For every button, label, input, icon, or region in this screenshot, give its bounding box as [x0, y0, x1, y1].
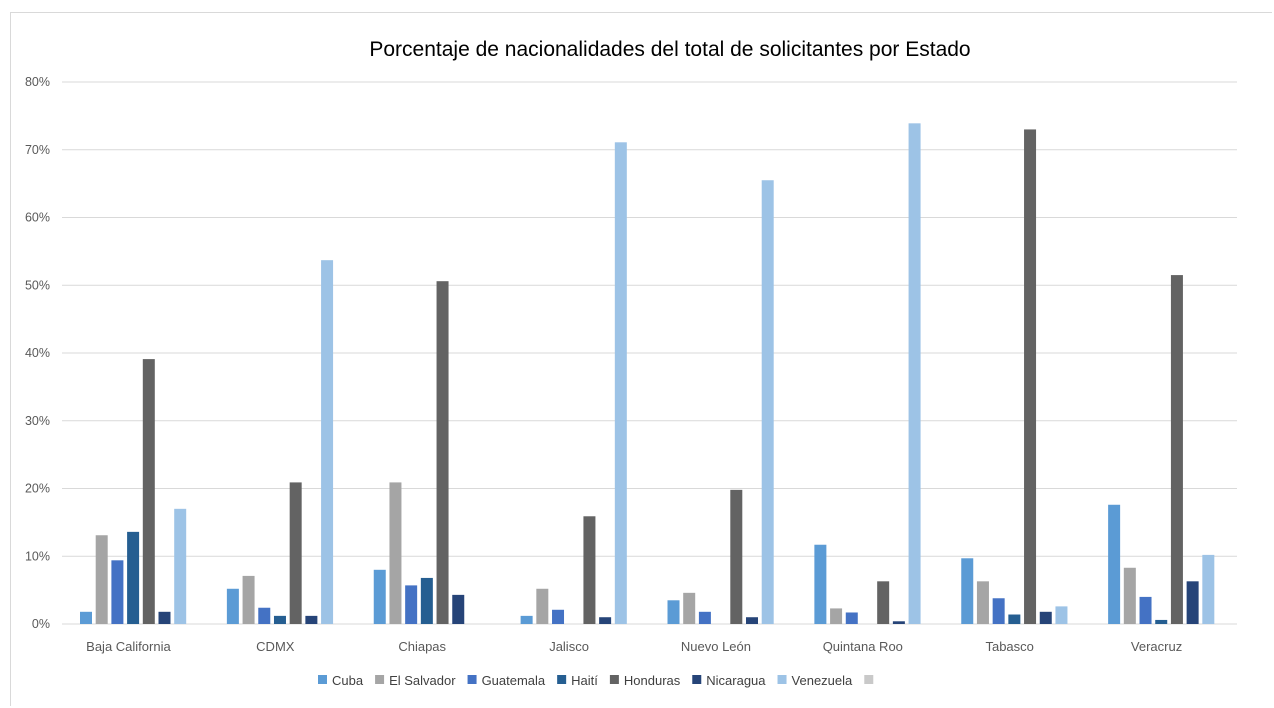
x-category-label: Nuevo León [681, 639, 751, 654]
legend-swatch [467, 675, 477, 684]
bar [583, 516, 596, 624]
bar [1170, 275, 1183, 624]
legend-swatch [864, 675, 874, 684]
bar [683, 592, 696, 624]
bars [80, 123, 1215, 625]
bar [373, 569, 386, 624]
bar [289, 482, 302, 624]
bar [305, 615, 318, 624]
bar [1108, 504, 1121, 624]
bar [80, 611, 92, 624]
bar [1139, 596, 1152, 624]
bar [1155, 619, 1168, 624]
bar [95, 535, 108, 624]
x-category-label: Chiapas [398, 639, 446, 654]
bar [1123, 567, 1136, 624]
bar [830, 608, 843, 624]
legend-label: Honduras [624, 673, 681, 688]
bar [1008, 614, 1021, 624]
y-tick-label: 10% [25, 549, 50, 563]
bar [273, 615, 286, 624]
y-tick-label: 0% [32, 617, 50, 631]
bar [127, 531, 140, 624]
legend-label: Venezuela [792, 673, 853, 688]
bar [730, 489, 743, 624]
bar [552, 609, 565, 624]
y-tick-label: 20% [25, 482, 50, 496]
bar [1055, 606, 1068, 624]
legend-swatch [609, 675, 619, 684]
bar [908, 123, 921, 624]
bar [892, 621, 905, 624]
bar [158, 611, 171, 624]
bar [111, 560, 124, 624]
bar [520, 615, 533, 624]
bar [242, 575, 255, 624]
x-axis-categories: Baja California CDMX Chiapas Jalisco Nuevo L… [86, 639, 1182, 654]
bar [599, 617, 612, 624]
legend-swatch [692, 675, 702, 684]
legend-label: El Salvador [389, 673, 456, 688]
legend-label: Guatemala [482, 673, 546, 688]
bar [761, 180, 774, 625]
y-axis-ticks: 0% 10% 20% 30% 40% 50% 60% 70% 80% [25, 75, 50, 631]
y-tick-label: 70% [25, 143, 50, 157]
legend-swatch [777, 675, 787, 684]
x-category-label: Baja California [86, 639, 171, 654]
y-tick-label: 30% [25, 414, 50, 428]
bar [174, 508, 187, 624]
chart-frame [10, 12, 1272, 706]
y-tick-label: 80% [25, 75, 50, 89]
bar [976, 581, 989, 624]
bar [321, 260, 334, 624]
bar [845, 612, 858, 624]
y-tick-label: 40% [25, 346, 50, 360]
bar [226, 588, 239, 624]
bar [698, 611, 711, 624]
y-tick-label: 50% [25, 278, 50, 292]
x-category-label: Quintana Roo [823, 639, 903, 654]
bar [420, 577, 433, 624]
grid-lines [62, 81, 1237, 625]
bar [1186, 581, 1199, 624]
bar [258, 607, 271, 624]
bar [452, 594, 465, 624]
x-category-label: CDMX [256, 639, 295, 654]
y-tick-label: 60% [25, 211, 50, 225]
bar [746, 617, 758, 624]
chart-title: Porcentaje de nacionalidades del total d… [369, 38, 971, 61]
legend-swatch [375, 675, 385, 684]
bar [1202, 554, 1215, 624]
bar [1024, 129, 1037, 625]
bar [614, 142, 627, 625]
bar [877, 581, 890, 624]
x-category-label: Veracruz [1131, 639, 1182, 654]
legend-label: Nicaragua [706, 673, 766, 688]
legend-swatch [557, 675, 567, 684]
bar [389, 482, 402, 624]
bar [405, 585, 418, 624]
bar [436, 281, 449, 624]
legend: Cuba El Salvador Guatemala Haití Honduras Nic… [318, 673, 874, 688]
bar [961, 558, 974, 624]
bar [142, 359, 155, 624]
legend-label: Haití [571, 673, 598, 688]
x-category-label: Jalisco [549, 639, 589, 654]
bar [1039, 611, 1052, 624]
bar [536, 588, 549, 624]
x-category-label: Tabasco [985, 639, 1033, 654]
bar [667, 600, 680, 624]
legend-swatch [318, 675, 327, 684]
legend-label: Cuba [332, 673, 364, 688]
bar [992, 598, 1005, 624]
bar [814, 544, 827, 624]
